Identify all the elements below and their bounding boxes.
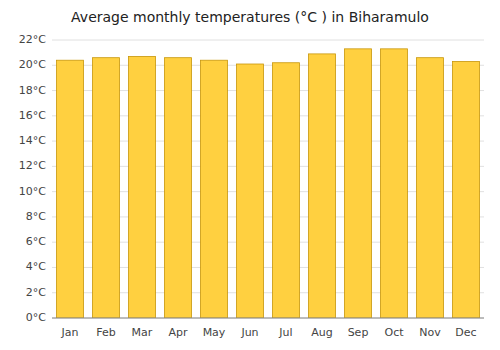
x-tick-label: Nov (419, 326, 441, 339)
x-tick-label: Mar (132, 326, 153, 339)
y-tick-label: 6°C (26, 235, 46, 248)
x-axis-line (52, 318, 484, 319)
chart: Average monthly temperatures (°C ) in Bi… (0, 0, 500, 350)
bar (417, 58, 444, 318)
grid (52, 40, 484, 318)
y-tick-label: 10°C (19, 185, 46, 198)
y-tick-label: 18°C (19, 84, 46, 97)
bar (381, 49, 408, 318)
y-tick-label: 2°C (26, 286, 46, 299)
bar (237, 64, 264, 318)
y-tick-label: 22°C (19, 33, 46, 46)
bar (201, 60, 228, 318)
bar (129, 56, 156, 318)
bar (165, 58, 192, 318)
x-tick-label: Dec (455, 326, 476, 339)
x-tick-label: Oct (384, 326, 404, 339)
x-tick-label: Feb (96, 326, 115, 339)
bar (453, 61, 480, 318)
x-tick-label: May (203, 326, 226, 339)
x-tick-label: Jul (278, 326, 292, 339)
y-tick-label: 8°C (26, 210, 46, 223)
y-tick-label: 12°C (19, 159, 46, 172)
bar (309, 54, 336, 318)
x-tick-label: Apr (168, 326, 188, 339)
bar (57, 60, 84, 318)
y-tick-label: 14°C (19, 134, 46, 147)
y-tick-label: 20°C (19, 58, 46, 71)
bars (57, 49, 480, 318)
x-tick-label: Jan (61, 326, 79, 339)
x-tick-label: Sep (348, 326, 369, 339)
x-tick-label: Aug (311, 326, 332, 339)
x-tick-label: Jun (240, 326, 258, 339)
bar (273, 63, 300, 318)
grid-line (52, 318, 484, 319)
title: Average monthly temperatures (°C ) in Bi… (71, 9, 429, 25)
grid-line (52, 40, 484, 41)
bar (345, 49, 372, 318)
y-tick-label: 16°C (19, 109, 46, 122)
y-tick-label: 4°C (26, 260, 46, 273)
y-tick-label: 0°C (26, 311, 46, 324)
bar (93, 58, 120, 318)
